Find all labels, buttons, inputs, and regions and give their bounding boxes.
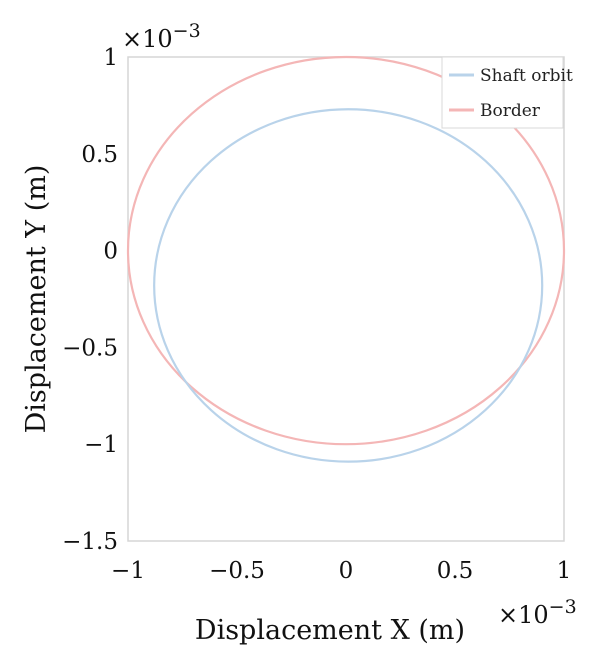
x-ticks: −1 −0.5 0 0.5 1: [111, 558, 571, 584]
y-tick-label: 0.5: [81, 142, 118, 168]
series-shaft-orbit: [153, 108, 544, 463]
x-tick-label: −0.5: [209, 558, 265, 584]
x-tick-label: −1: [111, 558, 145, 584]
y-tick-label: 0: [103, 239, 118, 265]
legend-label-border: Border: [480, 101, 541, 121]
y-axis-label: Displacement Y (m): [21, 165, 52, 434]
plot-area: [127, 56, 565, 542]
y-tick-label: −1.5: [62, 529, 118, 555]
y-tick-label: 1: [103, 45, 118, 71]
legend-box: [441, 56, 564, 129]
x-axis-label: Displacement X (m): [195, 615, 465, 646]
legend: Shaft orbit Border: [441, 56, 573, 129]
y-axis-multiplier: ×10−3: [122, 20, 201, 53]
x-axis-multiplier: ×10−3: [498, 596, 577, 629]
x-tick-label: 0.5: [437, 558, 474, 584]
y-tick-label: −0.5: [62, 335, 118, 361]
y-ticks: −1.5 −1 −0.5 0 0.5 1: [62, 45, 118, 555]
y-tick-label: −1: [84, 432, 118, 458]
x-tick-label: 1: [557, 558, 572, 584]
legend-label-shaft-orbit: Shaft orbit: [480, 66, 573, 86]
series-border: [126, 55, 566, 446]
curves: [126, 55, 566, 463]
x-tick-label: 0: [339, 558, 354, 584]
